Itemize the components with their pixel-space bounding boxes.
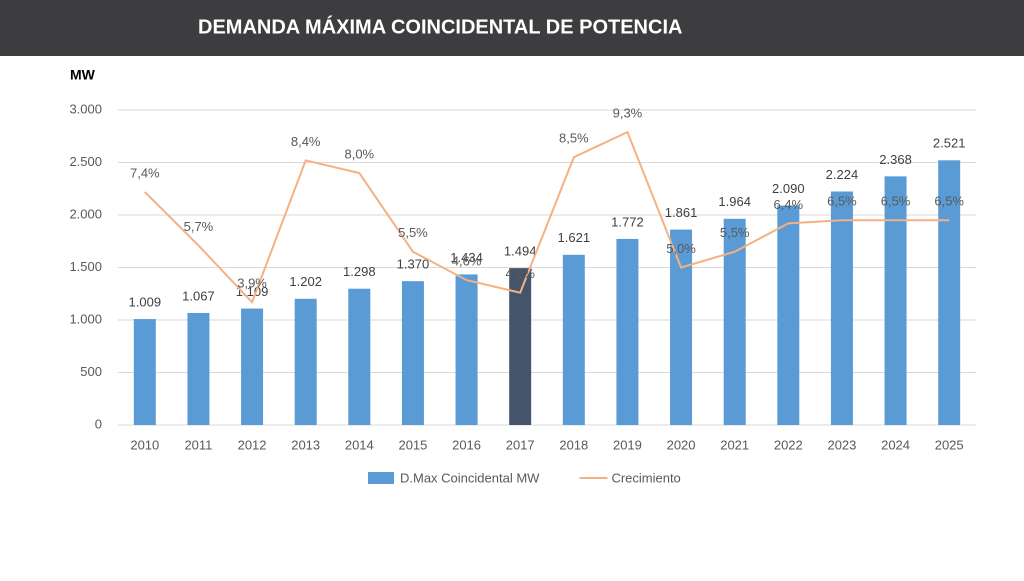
bar [348, 288, 371, 425]
bar [241, 308, 264, 425]
x-tick-label: 2020 [667, 437, 696, 452]
data-label: 1.067 [182, 288, 215, 303]
chart-title: DEMANDA MÁXIMA COINCIDENTAL DE POTENCIA [198, 15, 682, 38]
bar [830, 191, 853, 425]
x-tick-label: 2023 [827, 437, 856, 452]
y-tick-label: 3.000 [69, 101, 102, 116]
data-label: 6,5% [881, 194, 911, 209]
data-label: 4,2% [505, 266, 535, 281]
bar [562, 254, 585, 425]
data-label: 1.009 [129, 294, 162, 309]
data-label: 8,0% [344, 146, 374, 161]
bar [294, 298, 317, 425]
bar [133, 319, 156, 425]
title-bar [0, 0, 1024, 56]
y-tick-label: 1.000 [69, 311, 102, 326]
data-label: 1.772 [611, 214, 644, 229]
bar [938, 160, 961, 426]
x-tick-label: 2021 [720, 437, 749, 452]
x-tick-label: 2012 [238, 437, 267, 452]
data-label: 6,5% [827, 194, 857, 209]
x-tick-label: 2025 [935, 437, 964, 452]
legend-label: D.Max Coincidental MW [400, 470, 540, 485]
data-label: 7,4% [130, 165, 160, 180]
x-tick-label: 2022 [774, 437, 803, 452]
data-label: 5,5% [398, 225, 428, 240]
bar [455, 274, 478, 425]
x-tick-label: 2016 [452, 437, 481, 452]
data-label: 2.521 [933, 136, 966, 151]
data-label: 1.370 [397, 257, 430, 272]
data-label: 1.964 [718, 194, 751, 209]
data-label: 1.109 [236, 284, 269, 299]
data-label: 1.861 [665, 205, 698, 220]
bar [187, 312, 210, 425]
x-tick-label: 2010 [130, 437, 159, 452]
data-label: 5,0% [666, 241, 696, 256]
bar [509, 268, 532, 425]
legend-label: Crecimiento [611, 470, 680, 485]
bar [884, 176, 907, 425]
data-label: 3,9% [237, 276, 267, 291]
data-label: 4,6% [452, 254, 482, 269]
x-tick-label: 2024 [881, 437, 910, 452]
y-tick-label: 1.500 [69, 259, 102, 274]
x-tick-label: 2015 [398, 437, 427, 452]
y-tick-label: 0 [95, 416, 102, 431]
bar [670, 229, 693, 425]
x-tick-label: 2018 [559, 437, 588, 452]
x-tick-label: 2019 [613, 437, 642, 452]
data-label: 2.368 [879, 152, 912, 167]
data-label: 1.494 [504, 244, 537, 259]
data-label: 1.298 [343, 264, 376, 279]
bar [401, 281, 424, 425]
bar [616, 238, 639, 425]
data-label: 6,4% [773, 197, 803, 212]
y-tick-label: 2.500 [69, 154, 102, 169]
y-tick-label: 2.000 [69, 206, 102, 221]
data-label: 1.202 [289, 274, 322, 289]
x-tick-label: 2011 [184, 437, 212, 452]
data-label: 8,4% [291, 134, 321, 149]
data-label: 2.090 [772, 181, 805, 196]
line [144, 130, 950, 304]
data-label: 5,5% [720, 225, 750, 240]
bar [777, 205, 800, 425]
x-tick-label: 2017 [506, 437, 535, 452]
data-label: 9,3% [613, 105, 643, 120]
y-tick-label: 500 [80, 364, 102, 379]
data-label: 6,5% [934, 194, 964, 209]
data-label: 1.434 [450, 250, 483, 265]
data-label: 2.224 [826, 167, 859, 182]
legend-swatch [368, 472, 394, 484]
x-tick-label: 2013 [291, 437, 320, 452]
data-label: 1.621 [558, 230, 591, 245]
x-tick-label: 2014 [345, 437, 374, 452]
bar [723, 218, 746, 425]
y-axis-label: MW [70, 67, 96, 83]
data-label: 8,5% [559, 131, 589, 146]
data-label: 5,7% [184, 219, 214, 234]
